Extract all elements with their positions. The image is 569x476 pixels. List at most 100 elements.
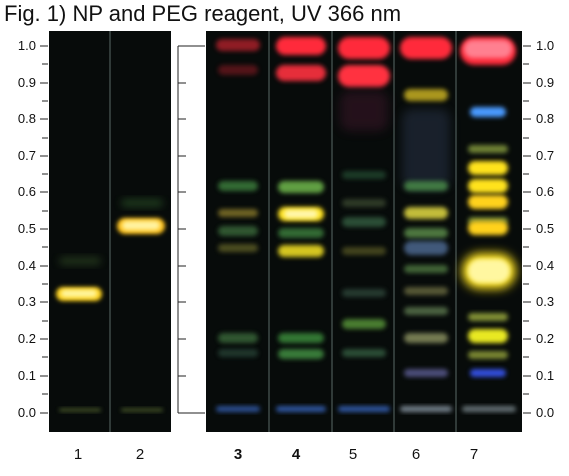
lane-3-bands (216, 39, 260, 412)
band (342, 217, 386, 227)
band (338, 65, 390, 87)
band (464, 40, 512, 58)
band (342, 171, 386, 179)
rf-label: 0.5 (17, 221, 36, 236)
rf-label: 0.0 (17, 405, 36, 420)
lane-label-7: 7 (469, 446, 479, 463)
lane-5-bands (338, 37, 390, 412)
rf-label: 0.6 (536, 184, 555, 199)
band (468, 259, 510, 283)
rf-label: 0.7 (536, 148, 555, 163)
band (342, 319, 386, 329)
band (470, 369, 506, 377)
band (121, 408, 163, 412)
band (276, 65, 326, 81)
band (468, 145, 508, 153)
band (218, 65, 258, 75)
band (278, 245, 324, 257)
lane-label-1: 1 (73, 446, 83, 463)
band (342, 247, 386, 255)
lane-7-bands (460, 37, 516, 412)
band (342, 289, 386, 297)
band (216, 39, 260, 51)
rf-label: 0.9 (536, 75, 555, 90)
band (278, 333, 324, 343)
band (404, 228, 448, 238)
lane-label-5: 5 (348, 446, 358, 463)
lane-6-bands (400, 37, 452, 412)
figure-title: Fig. 1) NP and PEG reagent, UV 366 nm (4, 1, 402, 26)
band (468, 313, 508, 321)
band (404, 369, 448, 377)
band (278, 228, 324, 238)
rf-label: 0.8 (536, 111, 555, 126)
band (278, 349, 324, 359)
band (61, 290, 97, 297)
rf-label: 0.1 (536, 368, 555, 383)
band (404, 181, 448, 191)
band (121, 199, 163, 207)
band (400, 37, 452, 59)
band (338, 406, 390, 412)
rf-label: 0.8 (17, 111, 36, 126)
band (404, 89, 448, 101)
rf-label: 0.5 (536, 221, 555, 236)
lane-2-bands (117, 199, 165, 412)
rf-label: 0.3 (17, 294, 36, 309)
band (404, 207, 448, 219)
lane-1-bands (56, 257, 102, 412)
band (462, 406, 516, 412)
rf-label: 0.9 (17, 75, 36, 90)
lane-label-3: 3 (233, 446, 243, 463)
band (468, 351, 508, 359)
band (404, 241, 448, 255)
band (404, 287, 448, 295)
band (404, 265, 448, 273)
rf-label: 0.6 (17, 184, 36, 199)
band (218, 181, 258, 191)
tlc-plate-left (49, 31, 171, 432)
rf-label: 0.7 (17, 148, 36, 163)
band (404, 333, 448, 343)
band (216, 406, 260, 412)
rf-label: 0.4 (536, 258, 555, 273)
band (218, 333, 258, 343)
band (468, 161, 508, 175)
lane-label-4: 4 (291, 446, 301, 463)
rf-label: 0.0 (536, 405, 555, 420)
band (218, 349, 258, 357)
lane-label-2: 2 (135, 446, 145, 463)
band (59, 257, 101, 265)
band (470, 107, 506, 117)
band (468, 221, 508, 235)
band (338, 37, 390, 59)
band (59, 408, 101, 412)
tlc-plate-right (206, 31, 522, 432)
rf-label: 0.3 (536, 294, 555, 309)
rf-label: 1.0 (17, 38, 36, 53)
band (342, 199, 386, 207)
band (400, 406, 452, 412)
band (276, 37, 326, 55)
band (402, 109, 450, 189)
band (340, 91, 388, 131)
band (218, 226, 258, 236)
lane-4-bands (276, 37, 326, 412)
band (276, 406, 326, 412)
band (468, 329, 508, 343)
band (468, 179, 508, 193)
rf-label: 0.1 (17, 368, 36, 383)
rf-label: 0.2 (536, 331, 555, 346)
lane-label-6: 6 (411, 446, 421, 463)
band (468, 195, 508, 209)
band (284, 210, 318, 218)
band (278, 181, 324, 193)
band (342, 349, 386, 357)
band (122, 221, 160, 230)
band (404, 307, 448, 315)
rf-label: 0.2 (17, 331, 36, 346)
band (218, 244, 258, 252)
rf-label: 1.0 (536, 38, 555, 53)
rf-label: 0.4 (17, 258, 36, 273)
band (218, 209, 258, 217)
